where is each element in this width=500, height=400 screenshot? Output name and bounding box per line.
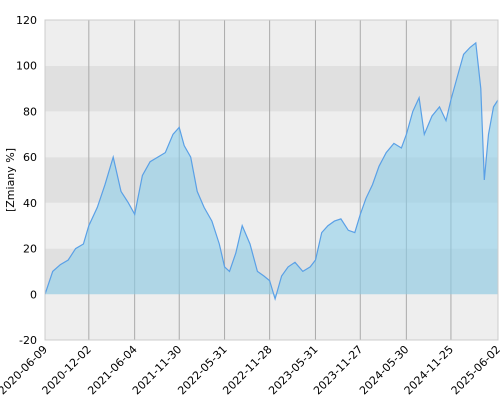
area [45,42,498,299]
y-axis-label: [Zmiany %] [4,148,17,212]
y-tick-label: 100 [16,60,37,73]
band [45,65,498,112]
band [45,20,498,66]
y-tick-label: 80 [23,105,37,118]
y-tick-label: 20 [23,243,37,256]
band [45,294,498,340]
y-tick-label: 40 [23,197,37,210]
line [44,41,499,302]
y-tick-label: 60 [23,151,37,164]
plot-border [44,19,499,341]
y-tick-label: -20 [19,334,37,347]
x-tick-label: 2025-06-02 [449,343,500,397]
y-tick-label: 0 [30,288,37,301]
y-tick-label: 120 [16,14,37,27]
